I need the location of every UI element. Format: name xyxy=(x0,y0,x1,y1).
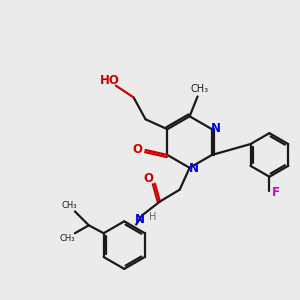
Text: F: F xyxy=(272,186,280,199)
Text: H: H xyxy=(149,212,157,222)
Text: N: N xyxy=(211,122,221,135)
Text: N: N xyxy=(189,162,199,175)
Text: CH₃: CH₃ xyxy=(61,201,77,210)
Text: O: O xyxy=(133,142,142,155)
Text: CH₃: CH₃ xyxy=(59,234,75,243)
Text: CH₃: CH₃ xyxy=(190,84,208,94)
Text: HO: HO xyxy=(100,74,120,87)
Text: N: N xyxy=(135,213,145,226)
Text: O: O xyxy=(143,172,153,185)
